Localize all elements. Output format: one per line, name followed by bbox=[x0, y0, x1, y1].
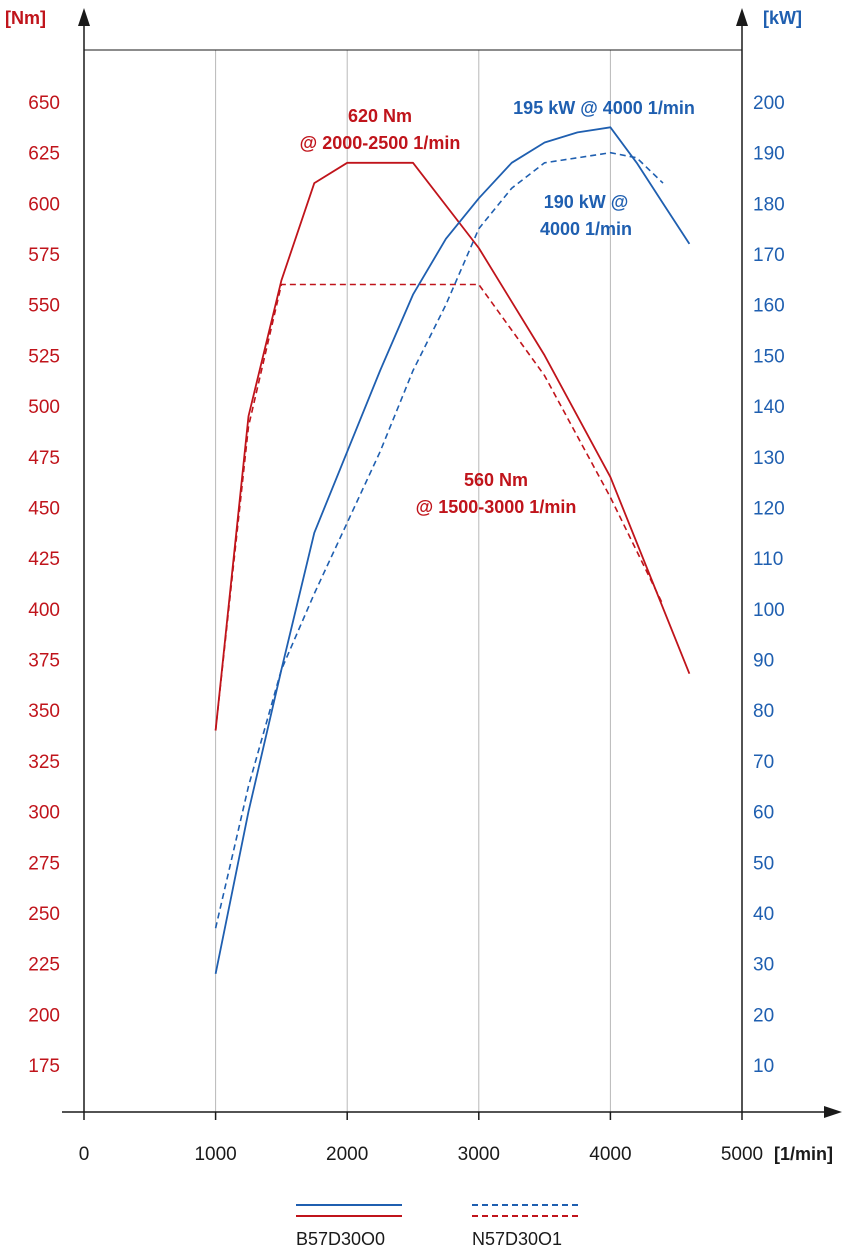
x-tick-label: 3000 bbox=[458, 1144, 500, 1165]
x-axis-arrow-icon bbox=[824, 1106, 842, 1118]
power-tick-label: 50 bbox=[753, 853, 774, 874]
torque-tick-label: 550 bbox=[28, 296, 60, 317]
b57d30o0-power-line bbox=[214, 126, 691, 974]
power-tick-label: 170 bbox=[753, 245, 785, 266]
x-tick-label: 5000 bbox=[721, 1144, 763, 1165]
legend: B57D30O0 N57D30O1 bbox=[296, 1204, 580, 1249]
torque-tick-label: 575 bbox=[28, 245, 60, 266]
b57d30o0-torque-line bbox=[214, 161, 691, 731]
torque-axis-unit-label: [Nm] bbox=[5, 8, 46, 28]
legend-b57-label: B57D30O0 bbox=[296, 1229, 385, 1249]
annotations: 620 Nm @ 2000-2500 1/min 560 Nm @ 1500-3… bbox=[300, 98, 695, 517]
left-y-axis-arrow-icon bbox=[78, 8, 90, 26]
n57-torque-peak-range: @ 1500-3000 1/min bbox=[416, 497, 577, 517]
grid-layer bbox=[215, 50, 611, 1112]
b57-torque-peak-value: 620 Nm bbox=[348, 106, 412, 126]
torque-tick-label: 325 bbox=[28, 752, 60, 773]
torque-tick-label: 175 bbox=[28, 1056, 60, 1077]
torque-tick-label: 475 bbox=[28, 448, 60, 469]
n57d30o1-power-line bbox=[214, 151, 664, 929]
series-layer bbox=[214, 126, 691, 974]
power-tick-label: 150 bbox=[753, 346, 785, 367]
legend-n57-label: N57D30O1 bbox=[472, 1229, 562, 1249]
b57-power-peak-label: 195 kW @ 4000 1/min bbox=[513, 98, 695, 118]
power-tick-label: 80 bbox=[753, 701, 774, 722]
torque-tick-label: 250 bbox=[28, 904, 60, 925]
power-tick-label: 180 bbox=[753, 194, 785, 215]
n57-power-peak-range: 4000 1/min bbox=[540, 219, 632, 239]
b57-torque-peak-range: @ 2000-2500 1/min bbox=[300, 133, 461, 153]
x-tick-label: 2000 bbox=[326, 1144, 368, 1165]
power-tick-label: 20 bbox=[753, 1005, 774, 1026]
torque-tick-label: 225 bbox=[28, 955, 60, 976]
power-tick-label: 100 bbox=[753, 600, 785, 621]
torque-tick-label: 300 bbox=[28, 803, 60, 824]
x-axis-unit-label: [1/min] bbox=[774, 1144, 833, 1164]
power-tick-label: 110 bbox=[753, 549, 783, 570]
n57-torque-peak-value: 560 Nm bbox=[464, 470, 528, 490]
power-tick-label: 200 bbox=[753, 93, 785, 114]
power-tick-label: 120 bbox=[753, 498, 785, 519]
power-axis-unit-label: [kW] bbox=[763, 8, 802, 28]
power-tick-label: 40 bbox=[753, 904, 774, 925]
torque-tick-label: 625 bbox=[28, 144, 60, 165]
power-tick-label: 140 bbox=[753, 397, 785, 418]
right-y-axis-arrow-icon bbox=[736, 8, 748, 26]
power-tick-label: 130 bbox=[753, 448, 785, 469]
power-tick-label: 190 bbox=[753, 144, 785, 165]
x-tick-label: 1000 bbox=[194, 1144, 236, 1165]
power-tick-label: 70 bbox=[753, 752, 774, 773]
torque-tick-label: 375 bbox=[28, 651, 60, 672]
torque-tick-label: 200 bbox=[28, 1005, 60, 1026]
torque-tick-label: 350 bbox=[28, 701, 60, 722]
torque-tick-label: 650 bbox=[28, 93, 60, 114]
torque-tick-label: 425 bbox=[28, 549, 60, 570]
torque-tick-label: 600 bbox=[28, 194, 60, 215]
torque-tick-label: 275 bbox=[28, 853, 60, 874]
power-tick-label: 160 bbox=[753, 296, 785, 317]
power-tick-label: 90 bbox=[753, 651, 774, 672]
power-tick-label: 10 bbox=[753, 1056, 774, 1077]
ticks-layer: 0 1000 2000 3000 4000 5000 175 200 225 250 275 300 3… bbox=[28, 93, 784, 1165]
power-tick-label: 30 bbox=[753, 955, 774, 976]
n57-power-peak-value: 190 kW @ bbox=[544, 192, 629, 212]
torque-tick-label: 525 bbox=[28, 346, 60, 367]
torque-tick-label: 450 bbox=[28, 498, 60, 519]
n57d30o1-torque-line bbox=[214, 283, 664, 731]
power-tick-label: 60 bbox=[753, 803, 774, 824]
x-tick-label: 4000 bbox=[589, 1144, 631, 1165]
torque-tick-label: 500 bbox=[28, 397, 60, 418]
axes-layer bbox=[62, 8, 842, 1118]
x-tick-label: 0 bbox=[79, 1144, 90, 1165]
torque-tick-label: 400 bbox=[28, 600, 60, 621]
